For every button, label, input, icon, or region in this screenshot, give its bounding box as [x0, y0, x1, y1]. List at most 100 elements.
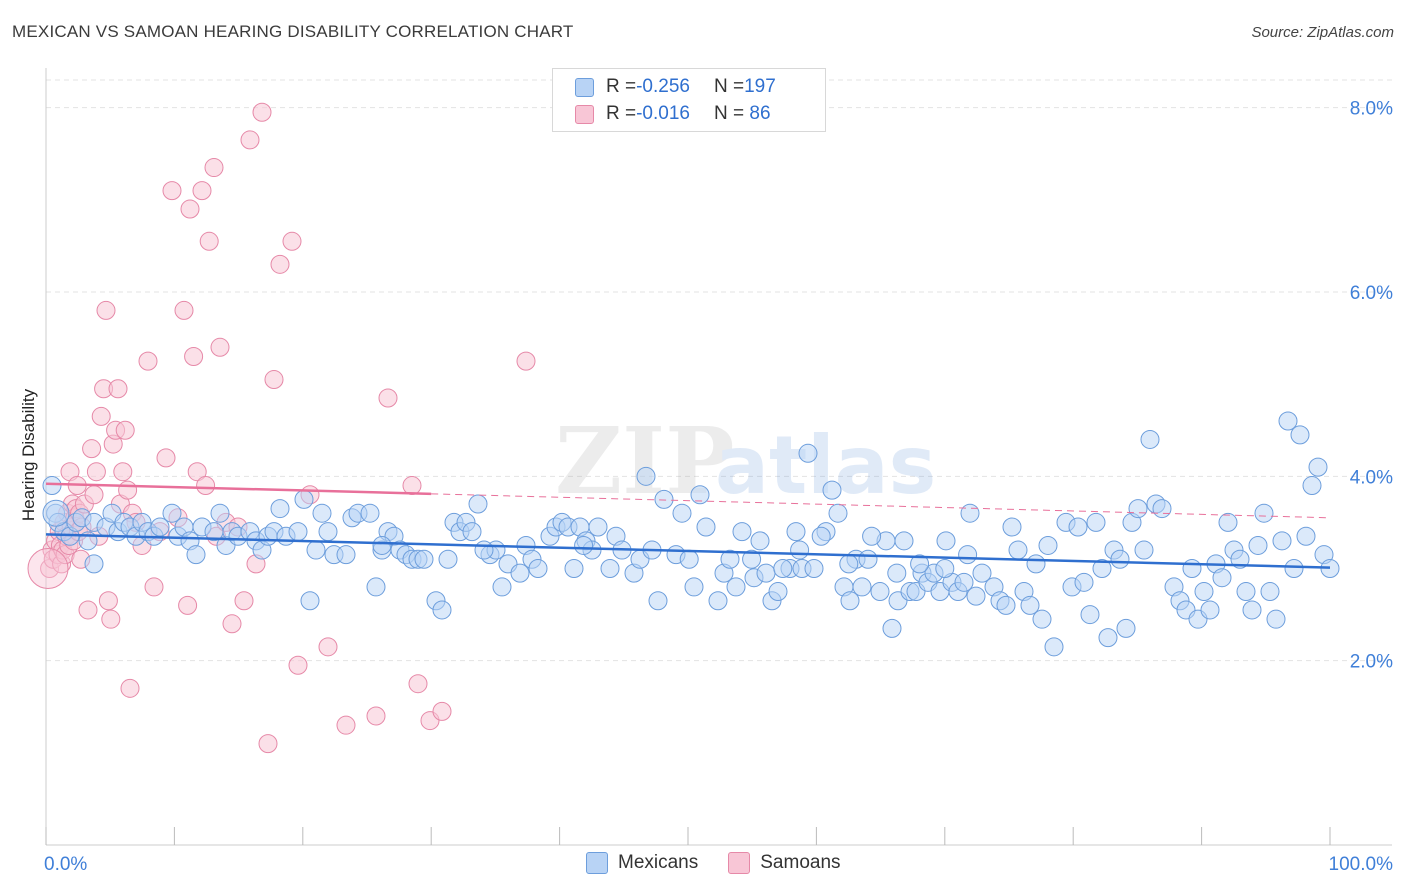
mexicans-point	[564, 558, 584, 578]
mexicans-point	[1098, 628, 1118, 648]
samoans-swatch	[575, 104, 594, 124]
samoans-point	[432, 701, 452, 721]
samoans-point	[178, 595, 198, 615]
y-tick-label-1: 4.0%	[1350, 467, 1393, 488]
samoans-points	[27, 102, 536, 754]
mexicans-point	[492, 577, 512, 597]
mexicans-point	[708, 591, 728, 611]
mexicans-point	[935, 558, 955, 578]
r-label: R =	[606, 103, 637, 124]
mexicans-point	[996, 595, 1016, 615]
samoans-point	[210, 337, 230, 357]
mexicans-point	[294, 489, 314, 509]
samoans-point	[196, 476, 216, 496]
mexicans-point	[1254, 503, 1274, 523]
samoans-point	[318, 637, 338, 657]
legend-item-mexicans[interactable]: Mexicans	[586, 852, 698, 874]
mexicans-point	[840, 591, 860, 611]
mexicans-point	[1080, 605, 1100, 625]
mexicans-point	[336, 545, 356, 565]
mexicans-point	[862, 526, 882, 546]
samoans-trend-line	[45, 482, 432, 496]
mexicans-point	[1128, 499, 1148, 519]
samoans-point	[264, 370, 284, 390]
mexicans-point	[474, 540, 494, 560]
mexicans-point	[288, 522, 308, 542]
y-axis-label: Hearing Disability	[19, 388, 38, 521]
mexicans-trend-line	[45, 533, 1331, 569]
samoans-point	[378, 388, 398, 408]
mexicans-point	[84, 554, 104, 574]
mexicans-point	[966, 586, 986, 606]
mexicans-point	[462, 522, 482, 542]
mexicans-point	[972, 563, 992, 583]
samoans-point	[234, 591, 254, 611]
samoans-point	[282, 231, 302, 251]
mexicans-point	[742, 549, 762, 569]
samoans-point	[84, 485, 104, 505]
mexicans-point	[1002, 517, 1022, 537]
mexicans-point	[366, 577, 386, 597]
samoans-point	[144, 577, 164, 597]
mexicans-point	[882, 618, 902, 638]
x-tick-label-max: 100.0%	[1329, 854, 1394, 875]
mexicans-point	[438, 549, 458, 569]
mexicans-point	[162, 503, 182, 523]
n-label: N =	[713, 103, 745, 124]
samoans-point	[258, 734, 278, 754]
samoans-point	[187, 462, 207, 482]
mexicans-point	[1296, 526, 1316, 546]
mexicans-point	[1200, 600, 1220, 620]
y-tick-label-2: 6.0%	[1350, 283, 1393, 304]
mexicans-point	[1284, 558, 1304, 578]
chart-title: MEXICAN VS SAMOAN HEARING DISABILITY COR…	[12, 22, 574, 41]
mexicans-point	[1020, 595, 1040, 615]
mexicans-point	[822, 480, 842, 500]
mexicans-point	[270, 499, 290, 519]
mexicans-point	[1038, 535, 1058, 555]
mexicans-point	[1086, 512, 1106, 532]
mexicans-point	[1008, 540, 1028, 560]
mexicans-point	[1230, 549, 1250, 569]
samoans-point	[174, 300, 194, 320]
mexicans-point	[786, 522, 806, 542]
legend-row-samoans: R = -0.016 N = 86	[575, 101, 771, 127]
mexicans-point	[654, 489, 674, 509]
samoans-point	[252, 102, 272, 122]
mexicans-point	[1116, 618, 1136, 638]
mexicans-point	[1092, 558, 1112, 578]
samoans-point	[96, 300, 116, 320]
mexicans-point	[574, 535, 594, 555]
mexicans-point	[1242, 600, 1262, 620]
mexicans-point	[672, 503, 692, 523]
trend-lines	[45, 482, 1331, 569]
mexicans-point	[954, 572, 974, 592]
legend-item-samoans[interactable]: Samoans	[728, 852, 841, 874]
mexicans-point	[910, 554, 930, 574]
mexicans-point	[1212, 568, 1232, 588]
samoans-point	[115, 420, 135, 440]
mexicans-point	[1134, 540, 1154, 560]
mexicans-point	[1272, 531, 1292, 551]
mexicans-point	[648, 591, 668, 611]
samoans-point	[120, 678, 140, 698]
mexicans-point	[210, 503, 230, 523]
mexicans-point	[1278, 411, 1298, 431]
mexicans-point	[372, 535, 392, 555]
r-value: -0.016	[636, 103, 690, 124]
mexicans-points	[42, 411, 1340, 657]
samoans-point	[240, 130, 260, 150]
samoans-point	[98, 591, 118, 611]
samoans-point	[86, 462, 106, 482]
samoans-point	[27, 547, 69, 589]
n-value: 197	[744, 76, 776, 97]
correlation-legend: R = -0.256 N = 197 R = -0.016 N = 86	[552, 68, 826, 132]
samoans-point	[82, 439, 102, 459]
mexicans-point	[679, 549, 699, 569]
x-tick-label-min: 0.0%	[44, 854, 87, 875]
samoans-point	[402, 476, 422, 496]
n-value: 86	[744, 103, 771, 124]
samoans-point	[180, 199, 200, 219]
series-legend: Mexicans Samoans	[586, 852, 871, 874]
